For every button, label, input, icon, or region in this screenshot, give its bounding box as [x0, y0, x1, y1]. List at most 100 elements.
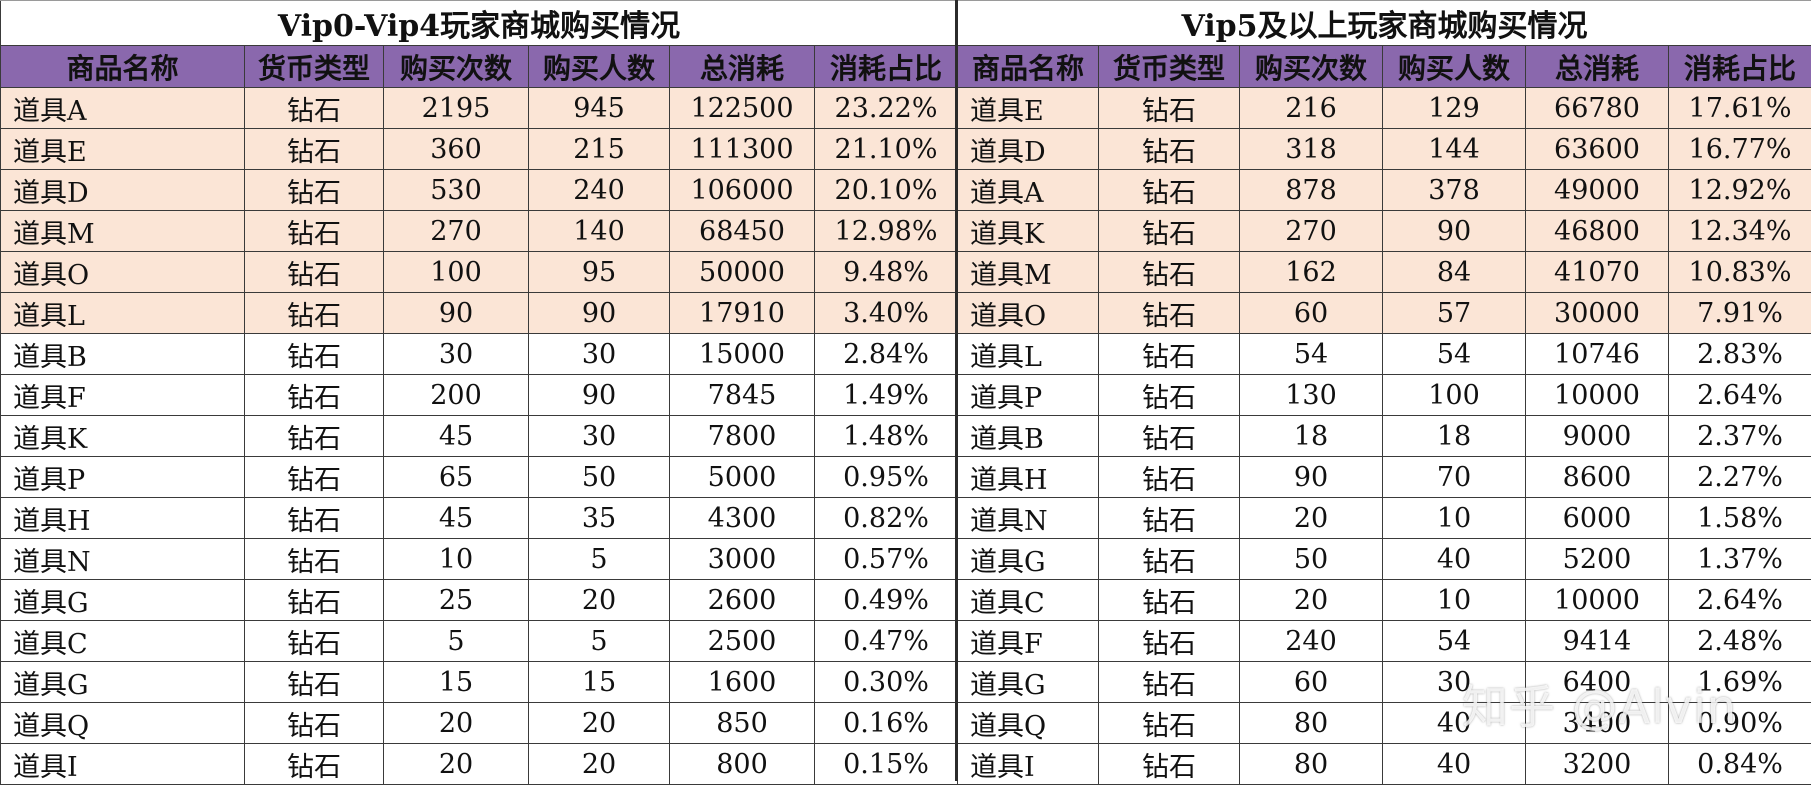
table-cell: 17.61% — [1669, 88, 1811, 129]
table-cell: 道具M — [958, 252, 1099, 293]
table-cell: 80 — [1240, 703, 1383, 744]
table-cell: 2500 — [670, 621, 815, 662]
table-cell: 20.10% — [815, 170, 958, 211]
table-cell: 钻石 — [1099, 416, 1240, 457]
table-cell: 90 — [1240, 457, 1383, 498]
table-cell: 10000 — [1526, 580, 1669, 621]
table-cell: 10 — [1383, 580, 1526, 621]
table-cell: 1600 — [670, 662, 815, 703]
table-cell: 49000 — [1526, 170, 1669, 211]
table-cell: 钻石 — [1099, 170, 1240, 211]
table-cell: 钻石 — [245, 744, 384, 785]
table-cell: 道具E — [958, 88, 1099, 129]
table-cell: 6000 — [1526, 498, 1669, 539]
table-cell: 17910 — [670, 293, 815, 334]
table-cell: 215 — [529, 129, 670, 170]
table-cell: 25 — [384, 580, 529, 621]
column-header: 货币类型 — [245, 46, 384, 88]
table-cell: 90 — [1383, 211, 1526, 252]
table-cell: 30 — [1383, 662, 1526, 703]
table-cell: 道具B — [1, 334, 245, 375]
table-cell: 5200 — [1526, 539, 1669, 580]
table-cell: 钻石 — [245, 703, 384, 744]
table-cell: 23.22% — [815, 88, 958, 129]
table-cell: 21.10% — [815, 129, 958, 170]
table-cell: 5 — [384, 621, 529, 662]
table-cell: 道具F — [1, 375, 245, 416]
table-cell: 道具C — [958, 580, 1099, 621]
table-cell: 66780 — [1526, 88, 1669, 129]
table-cell: 钻石 — [1099, 88, 1240, 129]
table-cell: 70 — [1383, 457, 1526, 498]
table-cell: 钻石 — [1099, 375, 1240, 416]
table-cell: 9000 — [1526, 416, 1669, 457]
table-cell: 0.57% — [815, 539, 958, 580]
table-cell: 15000 — [670, 334, 815, 375]
table-cell: 5 — [529, 621, 670, 662]
table-cell: 道具F — [958, 621, 1099, 662]
table-cell: 1.48% — [815, 416, 958, 457]
table-cell: 30000 — [1526, 293, 1669, 334]
column-header: 购买次数 — [1240, 46, 1383, 88]
table-cell: 2.48% — [1669, 621, 1811, 662]
table-cell: 12.98% — [815, 211, 958, 252]
table-cell: 54 — [1383, 334, 1526, 375]
table-cell: 20 — [384, 703, 529, 744]
column-header: 总消耗 — [670, 46, 815, 88]
table-cell: 68450 — [670, 211, 815, 252]
table-cell: 200 — [384, 375, 529, 416]
table-cell: 20 — [529, 580, 670, 621]
vip0-4-title: Vip0-Vip4玩家商城购买情况 — [1, 1, 958, 46]
vip0-4-table: Vip0-Vip4玩家商城购买情况 商品名称 货币类型 购买次数 购买人数 总消… — [0, 0, 958, 785]
table-cell: 道具Q — [958, 703, 1099, 744]
table-cell: 5 — [529, 539, 670, 580]
table-cell: 41070 — [1526, 252, 1669, 293]
table-cell: 30 — [529, 416, 670, 457]
table-cell: 钻石 — [1099, 744, 1240, 785]
table-cell: 6400 — [1526, 662, 1669, 703]
table-cell: 50 — [1240, 539, 1383, 580]
table-cell: 钻石 — [1099, 539, 1240, 580]
table-cell: 9414 — [1526, 621, 1669, 662]
vip5-plus-table: Vip5及以上玩家商城购买情况 商品名称 货币类型 购买次数 购买人数 总消耗 … — [957, 0, 1811, 785]
table-cell: 道具D — [958, 129, 1099, 170]
table-cell: 90 — [529, 293, 670, 334]
column-header: 消耗占比 — [815, 46, 958, 88]
table-cell: 378 — [1383, 170, 1526, 211]
table-cell: 0.95% — [815, 457, 958, 498]
table-cell: 80 — [1240, 744, 1383, 785]
table-cell: 10 — [384, 539, 529, 580]
table-cell: 800 — [670, 744, 815, 785]
table-cell: 12.92% — [1669, 170, 1811, 211]
table-cell: 钻石 — [1099, 621, 1240, 662]
table-cell: 878 — [1240, 170, 1383, 211]
table-cell: 60 — [1240, 662, 1383, 703]
table-cell: 钻石 — [245, 539, 384, 580]
table-cell: 道具H — [958, 457, 1099, 498]
table-cell: 钻石 — [245, 457, 384, 498]
table-cell: 道具I — [958, 744, 1099, 785]
column-header: 购买人数 — [529, 46, 670, 88]
column-header: 商品名称 — [958, 46, 1099, 88]
table-cell: 122500 — [670, 88, 815, 129]
table-cell: 2195 — [384, 88, 529, 129]
table-cell: 20 — [529, 703, 670, 744]
table-cell: 钻石 — [1099, 211, 1240, 252]
table-cell: 318 — [1240, 129, 1383, 170]
table-cell: 道具H — [1, 498, 245, 539]
table-cell: 945 — [529, 88, 670, 129]
table-cell: 钻石 — [1099, 703, 1240, 744]
